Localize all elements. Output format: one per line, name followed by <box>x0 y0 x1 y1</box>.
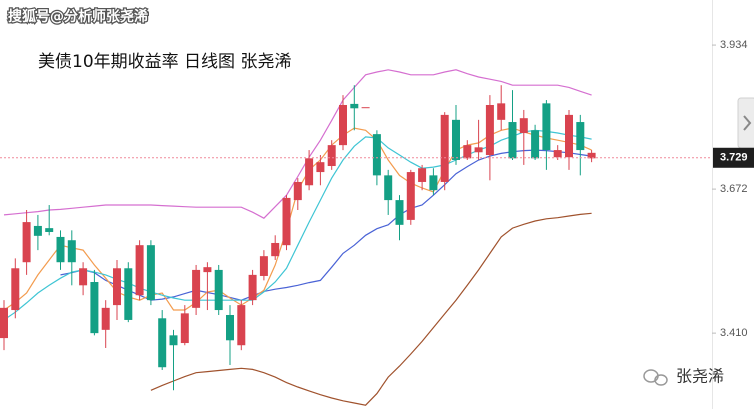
candle-body <box>531 130 540 159</box>
candle-body <box>203 267 212 273</box>
candle-body <box>406 172 415 220</box>
candle-body <box>180 313 189 344</box>
candle-body <box>474 147 483 153</box>
candle-body <box>248 274 257 301</box>
candle-body <box>259 256 268 276</box>
overlay-line <box>150 212 592 406</box>
candle-body <box>553 150 562 158</box>
candle-body <box>282 197 291 246</box>
candle-body <box>33 225 42 236</box>
chevron-icon[interactable] <box>743 115 752 131</box>
candle-body <box>11 268 20 311</box>
candle-body <box>67 240 76 263</box>
candle-body <box>497 103 506 120</box>
side-button-bg[interactable] <box>737 97 754 149</box>
brand-name: 张尧浠 <box>676 367 724 386</box>
candle-body <box>440 114 449 182</box>
candle-body <box>418 168 427 182</box>
brand-icon <box>643 369 668 386</box>
overlay-line <box>3 69 592 219</box>
candle-body <box>226 314 234 341</box>
last-price-box <box>713 147 754 168</box>
candle-body <box>135 245 144 296</box>
candle-body <box>158 318 167 368</box>
y-tick-label: 3.672 <box>720 183 748 195</box>
candle-body <box>124 268 133 320</box>
candle-body <box>327 145 336 167</box>
side-button[interactable] <box>737 97 754 149</box>
candle-body <box>316 162 325 173</box>
candle-body <box>542 103 551 151</box>
candle-body <box>576 122 585 151</box>
candle-body <box>361 107 370 109</box>
candle-body <box>519 118 528 134</box>
y-tick-label: 3.410 <box>720 327 748 339</box>
y-tick-label: 3.934 <box>720 39 748 51</box>
watermark: 搜狐号@分析师张尧浠 <box>8 8 148 25</box>
candle-body <box>192 269 201 308</box>
candle-body <box>79 268 88 286</box>
candle-body <box>339 104 347 146</box>
candle-body <box>214 269 223 311</box>
candle-body <box>293 181 302 201</box>
candle-body <box>146 245 155 301</box>
candle-body <box>101 307 110 330</box>
chart-title: 美债10年期收益率 日线图 张尧浠 <box>38 52 291 72</box>
candle-body <box>113 268 121 306</box>
candle-body <box>90 282 99 334</box>
candle-body <box>395 200 404 225</box>
candle-body <box>271 242 280 257</box>
last-price-label: 3.729 <box>720 152 748 164</box>
candle-body <box>372 134 381 176</box>
candle-body <box>45 228 54 232</box>
plot-area <box>0 69 596 406</box>
candle-body <box>384 175 393 201</box>
candle-body <box>0 307 8 339</box>
candle-body <box>169 335 178 346</box>
candle-body <box>22 222 31 263</box>
icon-bubble <box>654 374 668 386</box>
candle-body <box>565 114 573 158</box>
candle-body <box>508 122 517 159</box>
candle-body <box>56 236 65 263</box>
candle-body <box>237 305 246 346</box>
candle-body <box>452 119 460 160</box>
candle-body <box>485 104 494 156</box>
candle-body <box>305 158 314 186</box>
candle-body <box>587 152 596 159</box>
candle-body <box>463 145 472 159</box>
candle-body <box>350 103 359 109</box>
candle-body <box>429 175 438 191</box>
